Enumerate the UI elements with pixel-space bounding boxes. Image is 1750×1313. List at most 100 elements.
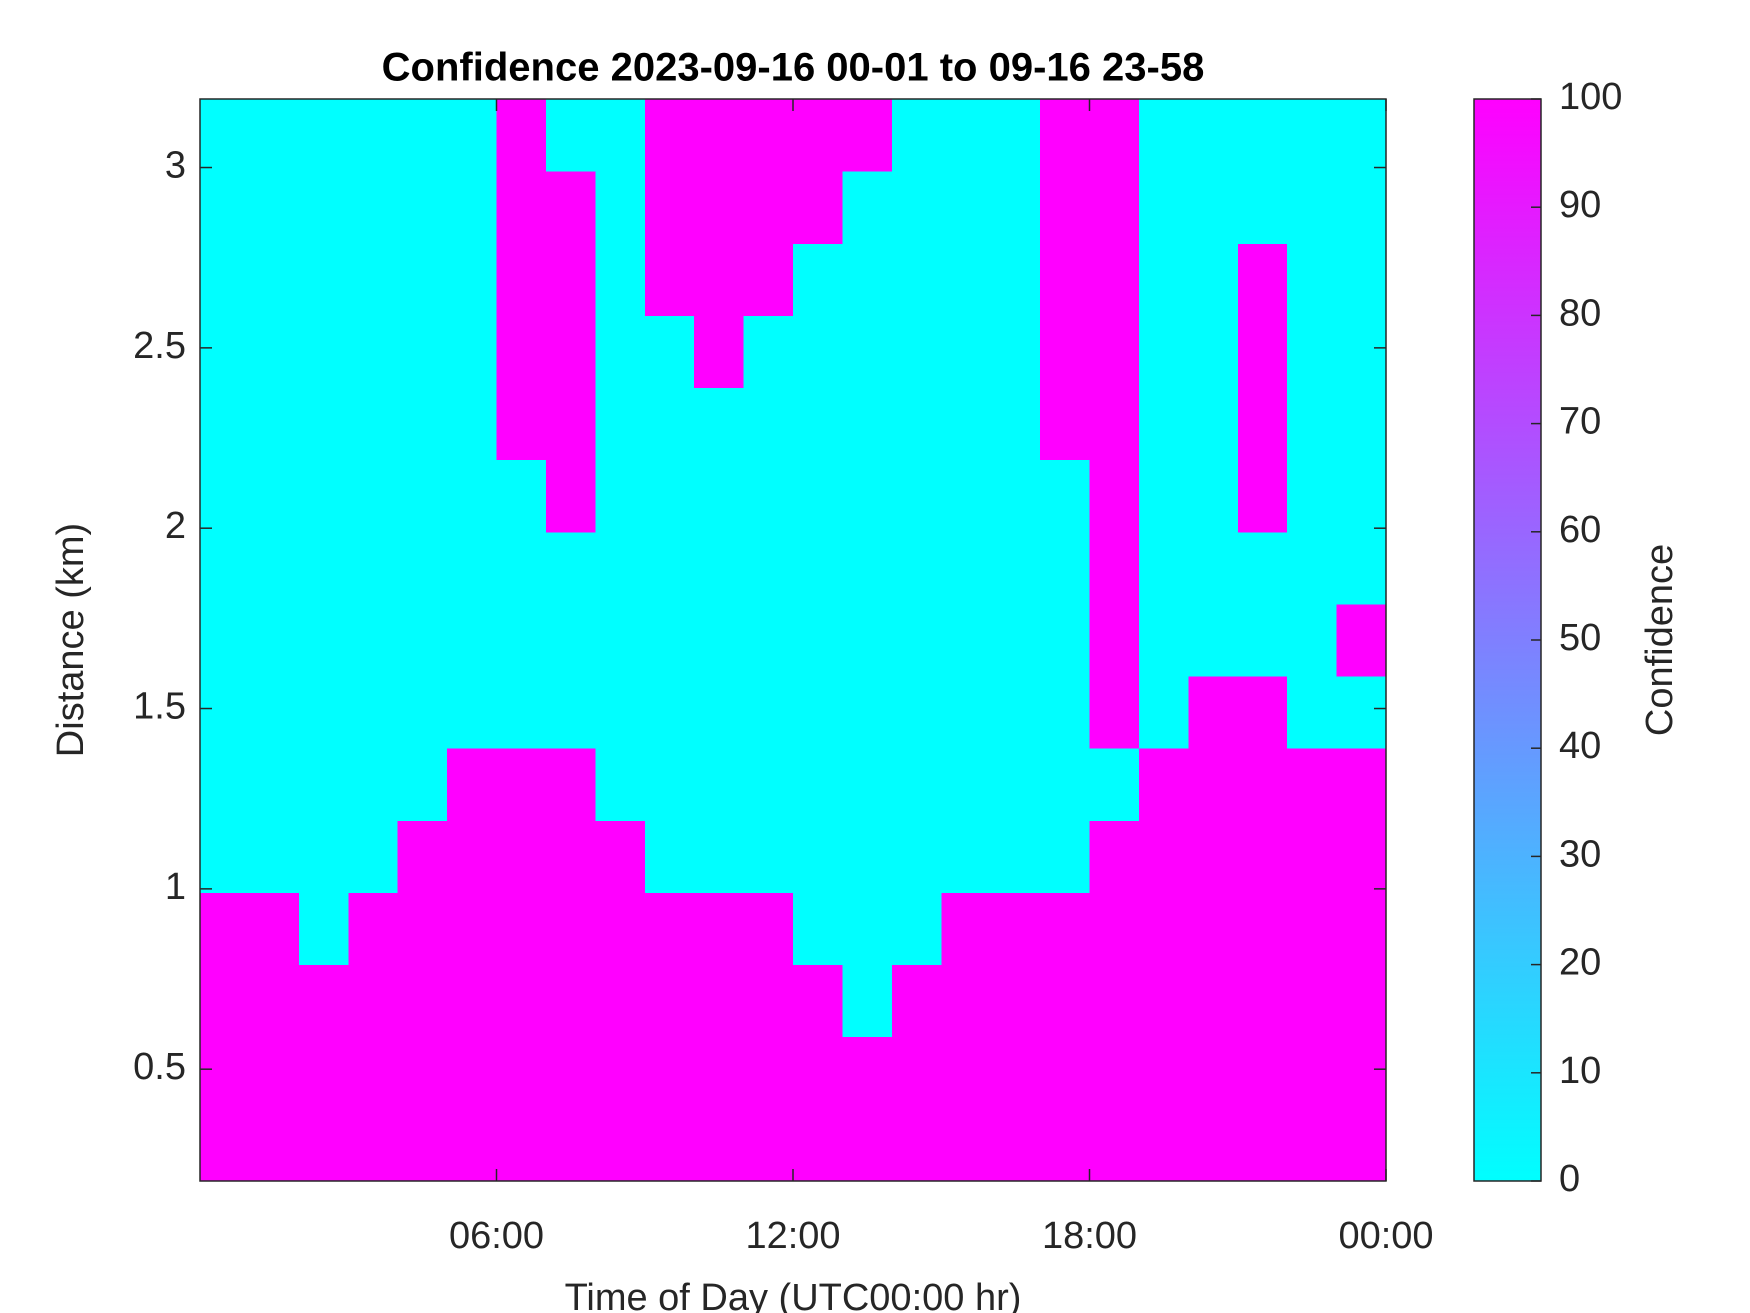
heatmap-cell [1237,99,1288,172]
colorbar-tick-label: 30 [1559,833,1601,875]
heatmap-cell [1287,531,1338,605]
heatmap-cell [1040,676,1090,749]
heatmap-cell [644,243,695,316]
heatmap-cell [447,676,497,749]
heatmap-cell [595,531,646,605]
heatmap-cell [496,315,547,389]
heatmap-cell [793,531,843,605]
heatmap-cell [348,1036,399,1110]
heatmap-cell [1040,820,1090,893]
heatmap-cell [447,964,497,1038]
heatmap-cell [397,964,448,1038]
heatmap-cell [1188,1036,1239,1110]
heatmap-cell [891,315,942,389]
heatmap-cell [348,820,399,893]
heatmap-cell [447,892,497,966]
heatmap-cell [990,603,1041,677]
heatmap-cell [1336,387,1387,461]
y-tick-label: 3 [165,145,186,187]
heatmap-cell [200,964,250,1038]
heatmap-cell [743,676,794,749]
heatmap-cell [990,748,1041,821]
heatmap-cell [545,171,596,244]
heatmap-cell [694,892,745,966]
heatmap-cell [990,243,1041,316]
heatmap-cell [1138,603,1189,677]
heatmap-cell [1336,171,1387,244]
heatmap-cell [1188,603,1239,677]
heatmap-cell [694,243,745,316]
heatmap-cell [793,964,843,1038]
heatmap-cell [793,820,843,893]
heatmap-cell [891,531,942,605]
heatmap-cell [447,748,497,821]
heatmap-cell [891,603,942,677]
heatmap-cell [447,315,497,389]
heatmap-cell [793,676,843,749]
heatmap-cell [496,820,547,893]
heatmap-cell [1237,892,1288,966]
heatmap-cell [793,892,843,966]
heatmap-cell [545,892,596,966]
heatmap-cell [1089,459,1140,533]
heatmap-cell [644,315,695,389]
heatmap-cell [1138,820,1189,893]
heatmap-cell [298,676,349,749]
heatmap-cell [694,820,745,893]
heatmap-cell [694,387,745,461]
heatmap-cell [1287,1108,1338,1182]
heatmap-cell [694,99,745,172]
heatmap-cell [545,748,596,821]
heatmap-cell [644,171,695,244]
heatmap-cell [496,748,547,821]
heatmap-cell [545,531,596,605]
heatmap-cell [891,748,942,821]
heatmap-cell [743,603,794,677]
heatmap-cell [1040,171,1090,244]
heatmap-cell [842,603,893,677]
heatmap-cell [397,1108,448,1182]
heatmap-cell [1138,243,1189,316]
heatmap-cell [644,748,695,821]
heatmap-cell [941,964,992,1038]
heatmap-cell [496,1108,547,1182]
colorbar-tick-label: 60 [1559,509,1601,551]
heatmap-cell [1188,1108,1239,1182]
heatmap-cell [298,459,349,533]
heatmap-cell [595,892,646,966]
heatmap-cell [941,531,992,605]
heatmap-cell [694,748,745,821]
heatmap-cell [1287,820,1338,893]
heatmap-cell [1336,459,1387,533]
heatmap-cell [595,171,646,244]
heatmap-cell [496,531,547,605]
heatmap-cell [1089,243,1140,316]
heatmap-cell [793,459,843,533]
heatmap-cell [249,676,300,749]
heatmap-cell [941,99,992,172]
heatmap-cell [545,676,596,749]
heatmap-cell [990,531,1041,605]
heatmap-cell [200,820,250,893]
colorbar-tick-label: 10 [1559,1050,1601,1092]
heatmap-cell [1237,820,1288,893]
heatmap-cell [545,603,596,677]
colorbar-tick-label: 0 [1559,1158,1580,1200]
heatmap-cell [1336,892,1387,966]
heatmap-cell [694,603,745,677]
heatmap-cell [496,171,547,244]
heatmap-cell [200,171,250,244]
heatmap-cell [1138,892,1189,966]
heatmap-cell [1287,171,1338,244]
heatmap-cell [1237,387,1288,461]
heatmap-cell [545,459,596,533]
heatmap-cell [496,99,547,172]
heatmap-cell [1287,603,1338,677]
heatmap-cell [1287,243,1338,316]
heatmap-cell [595,1108,646,1182]
heatmap-cell [941,171,992,244]
heatmap-cell [1188,676,1239,749]
heatmap-cell [743,243,794,316]
y-tick-label: 2.5 [133,325,186,367]
heatmap-cell [1237,964,1288,1038]
